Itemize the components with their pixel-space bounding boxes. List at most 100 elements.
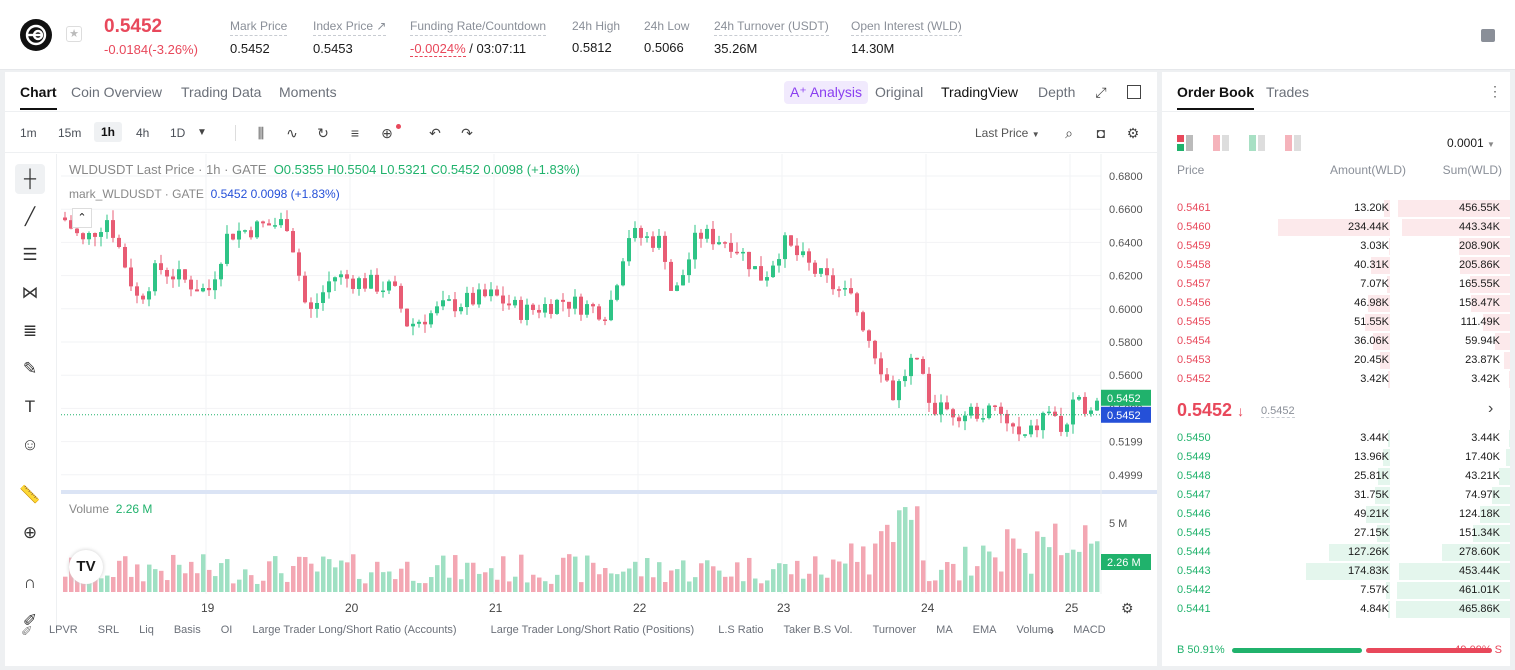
timeframe-dropdown-icon[interactable]: ▼ [197,127,207,138]
ask-row[interactable]: 0.5457 7.07K 165.55K [1162,275,1510,294]
indicator-turnover[interactable]: Turnover [872,624,917,636]
tab-coin-overview[interactable]: Coin Overview [71,84,163,100]
bid-row[interactable]: 0.5444 127.26K 278.60K [1162,543,1510,562]
bid-row[interactable]: 0.5449 13.96K 17.40K [1162,448,1510,467]
precision-select[interactable]: 0.0001 ▼ [1447,136,1495,150]
timeframe-1h[interactable]: 1h [94,122,123,142]
screenshot-icon[interactable]: ◘ [1096,125,1106,141]
ask-row[interactable]: 0.5458 40.31K 205.86K [1162,256,1510,275]
timeframe-1m[interactable]: 1m [20,126,37,140]
ask-row[interactable]: 0.5459 3.03K 208.90K [1162,237,1510,256]
settings-gear-icon[interactable]: ⚙ [1126,125,1140,141]
tab-tradingview[interactable]: TradingView [941,84,1019,100]
ai-analysis-button[interactable]: A⁺ Analysis [784,81,868,104]
ask-row[interactable]: 0.5452 3.42K 3.42K [1162,370,1510,389]
chart-settings-icon[interactable]: ⚙ [1121,600,1134,616]
text-tool-icon[interactable]: T [24,397,36,416]
compare-icon[interactable]: ↻ [317,125,329,141]
ask-row[interactable]: 0.5460 234.44K 443.34K [1162,218,1510,237]
template-icon[interactable]: ≡ [350,125,360,141]
tab-depth[interactable]: Depth [1038,84,1076,100]
volume-bar [483,572,488,592]
tab-original[interactable]: Original [875,84,924,100]
view-bids-icon[interactable] [1249,135,1265,154]
zoom-in-icon[interactable]: ⊕ [22,523,38,542]
indicator-ls-ratio[interactable]: L.S Ratio [718,624,764,636]
stat-funding-rate[interactable]: Funding Rate/Countdown -0.0024% / 03:07:1… [410,19,547,57]
indicators-icon[interactable]: ∿ [286,125,298,141]
expand-icon[interactable]: ⤢ [1095,84,1107,100]
search-icon[interactable]: ⌕ [1065,125,1073,141]
indicator-ma[interactable]: MA [936,624,953,636]
view-both-icon[interactable] [1177,135,1193,154]
bid-row[interactable]: 0.5445 27.15K 151.34K [1162,524,1510,543]
price-chart[interactable]: 0.6800 0.6600 0.6400 0.6200 0.6000 0.5800 0.56… [61,154,1157,624]
more-options-icon[interactable]: ⋮ [1488,83,1502,99]
ask-row[interactable]: 0.5455 51.55K 111.49K [1162,313,1510,332]
timeframe-15m[interactable]: 15m [58,126,82,140]
guide-book-icon[interactable] [1481,29,1495,42]
indicator-volume[interactable]: Volume [1016,624,1054,636]
indicator-basis[interactable]: Basis [173,624,201,636]
stat-index-price[interactable]: Index Price ↗ 0.5453 [313,19,387,56]
stat-24h-turnover[interactable]: 24h Turnover (USDT) 35.26M [714,19,829,56]
ruler-icon[interactable]: 📏 [19,485,41,504]
bid-row[interactable]: 0.5450 3.44K 3.44K [1162,429,1510,448]
horizontal-lines-icon[interactable]: ☰ [22,245,38,264]
indicator-liq[interactable]: Liq [139,624,154,636]
ask-row[interactable]: 0.5454 36.06K 59.94K [1162,332,1510,351]
ask-row[interactable]: 0.5453 20.45K 23.87K [1162,351,1510,370]
trend-line-icon[interactable]: ╱ [24,207,36,226]
collapse-legend-icon[interactable]: ⌃ [72,208,92,228]
bid-row[interactable]: 0.5446 49.21K 124.18K [1162,505,1510,524]
favorite-star-icon[interactable]: ★ [66,26,82,42]
pattern-icon[interactable]: ⋈ [21,283,39,302]
indicator-ls-positions[interactable]: Large Trader Long/Short Ratio (Positions… [490,624,695,636]
indicator-macd[interactable]: MACD [1073,624,1106,636]
add-alert-icon[interactable]: ⊕ [381,125,393,141]
bid-row[interactable]: 0.5443 174.83K 453.44K [1162,562,1510,581]
fib-icon[interactable]: ≣ [22,321,38,340]
timeframe-4h[interactable]: 4h [136,126,150,140]
chevron-right-icon[interactable]: › [1488,400,1494,417]
tab-moments[interactable]: Moments [279,84,337,100]
brush-icon[interactable]: ✎ [22,359,38,378]
row-amount: 127.26K [1348,546,1389,558]
ask-row[interactable]: 0.5461 13.20K 456.55K [1162,199,1510,218]
indicator-ls-accounts[interactable]: Large Trader Long/Short Ratio (Accounts) [252,624,457,636]
view-asks-icon[interactable] [1213,135,1229,154]
volume-bar [183,573,188,592]
crosshair-icon[interactable]: ┼ [15,164,45,194]
redo-icon[interactable]: ↷ [461,125,473,141]
scroll-right-icon[interactable]: › [1050,624,1054,638]
bid-row[interactable]: 0.5441 4.84K 465.86K [1162,600,1510,619]
indicator-lpvr[interactable]: LPVR [49,624,78,636]
volume-bar [159,570,164,592]
bid-row[interactable]: 0.5448 25.81K 43.21K [1162,467,1510,486]
emoji-icon[interactable]: ☺ [21,435,39,454]
stat-mark-price[interactable]: Mark Price 0.5452 [230,19,288,56]
pane-separator[interactable] [61,490,1157,494]
undo-icon[interactable]: ↶ [429,125,441,141]
lock-drawing-icon[interactable]: ✐ [22,611,38,630]
bid-row[interactable]: 0.5442 7.57K 461.01K [1162,581,1510,600]
indicator-ema[interactable]: EMA [972,624,997,636]
price-source-select[interactable]: Last Price ▼ [975,126,1040,140]
ask-row[interactable]: 0.5456 46.98K 158.47K [1162,294,1510,313]
magnet-icon[interactable]: ∩ [23,573,37,592]
indicator-oi[interactable]: OI [220,624,233,636]
view-depth-icon[interactable] [1285,135,1301,154]
window-icon[interactable] [1127,85,1141,99]
bid-row[interactable]: 0.5447 31.75K 74.97K [1162,486,1510,505]
timeframe-1d[interactable]: 1D [170,126,186,140]
indicator-taker-vol[interactable]: Taker B.S Vol. [783,624,853,636]
tab-order-book[interactable]: Order Book [1177,84,1255,110]
volume-tag-label: 2.26 M [1107,557,1141,569]
candle-type-icon[interactable]: ⫼ [257,125,265,141]
indicator-pencil-icon[interactable]: ✐ [21,623,33,639]
tab-trading-data[interactable]: Trading Data [181,84,262,100]
indicator-srl[interactable]: SRL [97,624,120,636]
stat-open-interest[interactable]: Open Interest (WLD) 14.30M [851,19,962,56]
tab-trades[interactable]: Trades [1266,84,1310,100]
tab-chart[interactable]: Chart [20,84,57,110]
